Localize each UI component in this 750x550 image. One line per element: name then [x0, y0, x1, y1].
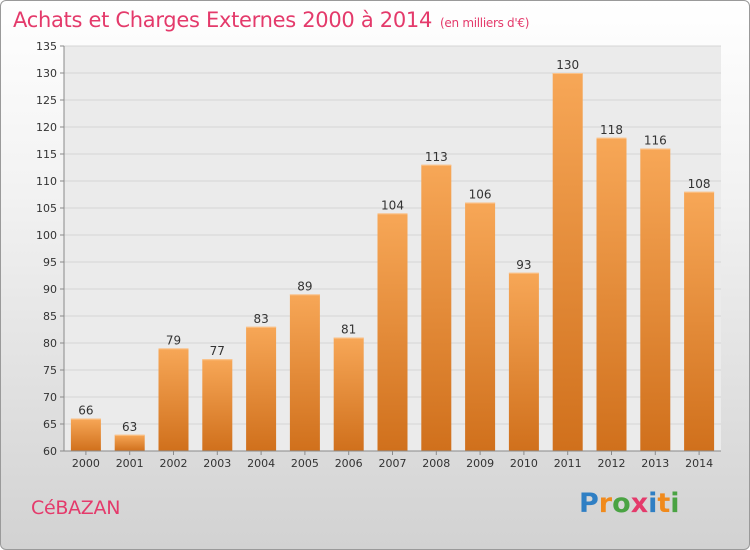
proxiti-logo[interactable]: Proxiti	[579, 488, 680, 519]
x-tick-label: 2008	[422, 457, 450, 470]
y-tick-label: 100	[36, 229, 57, 242]
data-label: 104	[381, 198, 404, 212]
bar-2010	[508, 272, 539, 451]
x-tick-label: 2003	[203, 457, 231, 470]
y-tick-label: 105	[36, 202, 57, 215]
data-label: 108	[688, 177, 711, 191]
data-label: 83	[253, 312, 268, 326]
data-label: 66	[78, 404, 93, 418]
data-label: 93	[516, 258, 531, 272]
y-tick-label: 70	[43, 391, 57, 404]
bar-2007	[377, 213, 408, 451]
chart-subtitle: (en milliers d'€)	[440, 16, 530, 30]
data-label: 77	[210, 344, 225, 358]
x-tick-label: 2009	[466, 457, 494, 470]
data-label: 118	[600, 123, 623, 137]
data-label: 63	[122, 420, 137, 434]
y-tick-label: 75	[43, 364, 57, 377]
x-tick-label: 2004	[247, 457, 275, 470]
chart-title-text: Achats et Charges Externes 2000 à 2014	[13, 8, 433, 32]
bar-2001	[114, 434, 145, 451]
y-tick-label: 60	[43, 445, 57, 458]
x-tick-label: 2005	[291, 457, 319, 470]
data-label: 130	[556, 58, 579, 72]
y-tick-label: 135	[36, 40, 57, 53]
data-label: 81	[341, 323, 356, 337]
data-label: 106	[469, 188, 492, 202]
y-tick-label: 110	[36, 175, 57, 188]
y-tick-label: 90	[43, 283, 57, 296]
bar-2011	[552, 73, 583, 451]
bar-2004	[246, 326, 277, 451]
x-tick-label: 2010	[510, 457, 538, 470]
bar-2006	[333, 337, 364, 451]
x-tick-label: 2002	[160, 457, 188, 470]
logo-letter: r	[598, 488, 613, 519]
bar-2005	[289, 294, 320, 451]
x-tick-label: 2001	[116, 457, 144, 470]
y-tick-label: 130	[36, 67, 57, 80]
y-tick-label: 85	[43, 310, 57, 323]
x-tick-label: 2006	[335, 457, 363, 470]
y-tick-label: 65	[43, 418, 57, 431]
data-labels: 66 63 79 77 83 89 81 104 113 106 93 130 118 116 108	[78, 58, 710, 434]
y-axis-ticks: 60 65 70 75 80 85 90 95 100 105 110 115 120 125 130 135	[36, 40, 64, 458]
y-tick-label: 125	[36, 94, 57, 107]
y-tick-label: 120	[36, 121, 57, 134]
bar-2012	[596, 137, 627, 452]
x-tick-label: 2011	[554, 457, 582, 470]
logo-letter: o	[612, 488, 631, 519]
logo-letter: t	[657, 488, 671, 519]
y-tick-label: 115	[36, 148, 57, 161]
x-axis-ticks: 2000 2001 2002 2003 2004 2005 2006 2007 2008 2009…	[72, 451, 713, 470]
logo-letter: P	[579, 488, 599, 519]
x-tick-label: 2012	[598, 457, 626, 470]
x-tick-label: 2013	[641, 457, 669, 470]
chart-title: Achats et Charges Externes 2000 à 2014 (e…	[13, 8, 529, 32]
data-label: 116	[644, 134, 667, 148]
bar-2002	[158, 348, 189, 451]
logo-letter: x	[630, 488, 649, 519]
bar-2013	[640, 148, 671, 451]
bar-2009	[465, 202, 496, 451]
x-tick-label: 2007	[379, 457, 407, 470]
bar-2000	[70, 418, 101, 451]
data-label: 113	[425, 150, 448, 164]
logo-letter: i	[648, 488, 658, 519]
y-tick-label: 80	[43, 337, 57, 350]
y-tick-label: 95	[43, 256, 57, 269]
bar-2014	[684, 191, 715, 452]
x-tick-label: 2014	[685, 457, 713, 470]
logo-letter: i	[670, 488, 680, 519]
bar-2003	[202, 359, 233, 451]
bar-2008	[421, 164, 452, 452]
data-label: 79	[166, 333, 181, 347]
bars	[70, 73, 715, 452]
commune-name: CéBAZAN	[31, 497, 121, 519]
x-tick-label: 2000	[72, 457, 100, 470]
data-label: 89	[297, 279, 312, 293]
